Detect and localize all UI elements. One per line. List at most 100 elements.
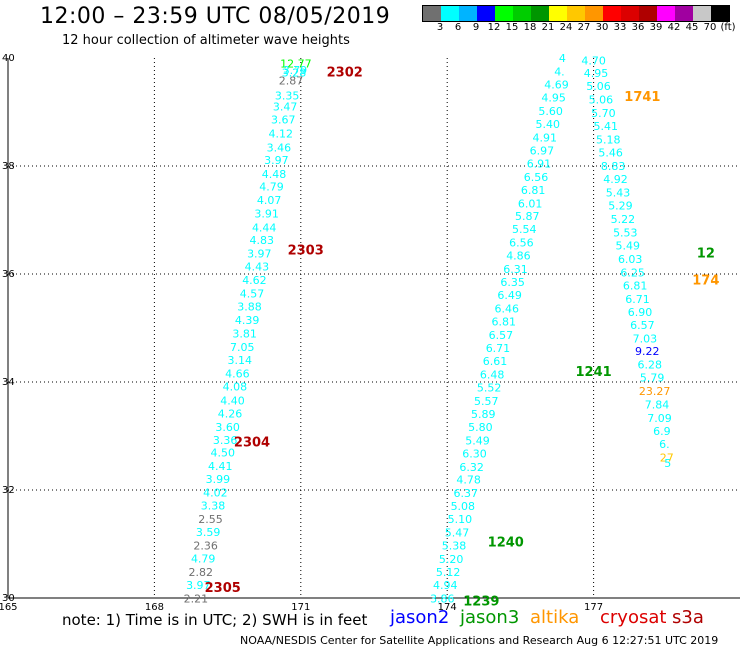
pass-time-label: 2305 [205, 581, 241, 596]
swh-value-point: 3.81 [232, 327, 257, 340]
legend-label: 18 [523, 22, 537, 33]
swh-value-point: 3.97 [264, 154, 289, 167]
swh-value-point: 3.14 [228, 354, 253, 367]
legend-swatch [585, 6, 603, 21]
mission-s3a: s3a [672, 607, 704, 628]
swh-value-point: 6.81 [623, 279, 648, 292]
swh-value-point: 4.26 [218, 407, 243, 420]
swh-value-point: 5.89 [471, 408, 496, 421]
y-tick-label: 30 [2, 593, 15, 604]
legend-label: 36 [631, 22, 645, 33]
mission-jason2: jason2 [390, 607, 450, 628]
swh-value-point: 5.49 [616, 239, 641, 252]
swh-value-point: 3.60 [215, 421, 240, 434]
y-tick-label: 34 [2, 377, 15, 388]
swh-value-point: 4.44 [252, 222, 277, 235]
swh-value-point: 6.37 [453, 487, 478, 500]
swh-value-point: 4.43 [245, 260, 270, 273]
legend-swatch [441, 6, 459, 21]
swh-value-point: 6.71 [625, 293, 650, 306]
swh-value-point: 5.12 [436, 566, 461, 579]
swh-value-point: 6.49 [497, 289, 522, 302]
swh-value-point: 5.06 [586, 80, 611, 93]
swh-value-point: 4. [554, 66, 565, 79]
swh-value-point: 5.70 [591, 107, 616, 120]
swh-value-point: 6.57 [630, 319, 655, 332]
swh-value-point: 3.97 [247, 247, 272, 260]
swh-value-point: 5.57 [474, 395, 499, 408]
legend-label: 42 [667, 22, 681, 33]
swh-value-point: 6.90 [628, 306, 653, 319]
swh-value-point: 8.83 [601, 160, 626, 173]
x-tick-label: 174 [438, 602, 457, 613]
swh-value-point: 5.40 [535, 118, 560, 131]
pass-time-label: 1741 [624, 90, 660, 105]
swh-value-point: 4.57 [240, 287, 265, 300]
swh-value-point: 5.06 [589, 94, 614, 107]
legend-label: 9 [472, 22, 480, 33]
legend-label: 15 [505, 22, 519, 33]
y-tick-label: 40 [2, 53, 15, 64]
swh-value-point: 6.71 [486, 342, 511, 355]
legend-label: 6 [454, 22, 462, 33]
pass-time-label: 1241 [576, 365, 612, 380]
x-tick-label: 177 [584, 602, 603, 613]
legend-swatch [621, 6, 639, 21]
footnote: note: 1) Time is in UTC; 2) SWH is in fe… [62, 611, 368, 629]
legend-label: 30 [595, 22, 609, 33]
swh-value-point: 4.79 [191, 553, 216, 566]
swh-value-point: 4.07 [257, 194, 282, 207]
swh-value-point: 3.91 [254, 208, 279, 221]
credits-footer: NOAA/NESDIS Center for Satellite Applica… [240, 634, 719, 647]
legend-swatch [603, 6, 621, 21]
swh-value-point: 5.60 [538, 105, 563, 118]
swh-value-point: 5.49 [465, 434, 490, 447]
pass-time-label: 174 [692, 273, 719, 288]
swh-value-point: 5.87 [515, 210, 540, 223]
swh-value-point: 7.03 [633, 332, 658, 345]
legend-swatch [711, 6, 729, 21]
swh-value-point: 2.82 [189, 566, 214, 579]
swh-value-point: 2.55 [198, 513, 223, 526]
swh-value-point: 5.43 [606, 186, 631, 199]
swh-value-point: 3.36 [213, 434, 238, 447]
swh-value-point: 3.88 [237, 300, 262, 313]
swh-value-point: 6.81 [492, 316, 517, 329]
swh-value-point: 5.54 [512, 223, 537, 236]
mission-altika: altika [530, 607, 580, 628]
legend-swatch [495, 6, 513, 21]
swh-value-point: 4.08 [223, 380, 248, 393]
swh-value-point: 6.46 [494, 303, 519, 316]
swh-value-point: 6.03 [618, 253, 643, 266]
swh-value-point: 5.46 [598, 147, 623, 160]
legend-label: 70 [703, 22, 717, 33]
y-tick-label: 38 [2, 161, 15, 172]
swh-value-point: 7.05 [230, 341, 255, 354]
y-tick-label: 36 [2, 269, 15, 280]
swh-value-point: 6.9 [653, 425, 671, 438]
swh-value-point: 4.91 [533, 131, 558, 144]
swh-value-point: 6.28 [637, 359, 662, 372]
swh-value-point: 6.31 [503, 263, 528, 276]
swh-value-point: 4.12 [269, 128, 294, 141]
x-tick-label: 165 [0, 602, 18, 613]
swh-value-point: 6.30 [462, 447, 487, 460]
swh-value-point: 4.40 [220, 394, 245, 407]
swh-value-point: 6.61 [483, 355, 508, 368]
swh-value-point: 5 [664, 457, 671, 470]
pass-time-label: 1240 [488, 535, 524, 550]
legend-label: 39 [649, 22, 663, 33]
swh-value-point: 6.01 [518, 197, 543, 210]
swh-value-point: 3.46 [267, 142, 292, 155]
mission-cryosat: cryosat [600, 607, 667, 628]
legend-label: 45 [685, 22, 699, 33]
swh-value-point: 6.81 [521, 184, 546, 197]
swh-value-point: 6.56 [509, 237, 534, 250]
legend-swatch [693, 6, 711, 21]
swh-value-point: 6. [659, 438, 670, 451]
swh-value-point: 5.41 [594, 120, 619, 133]
legend-swatch [459, 6, 477, 21]
legend-swatch [477, 6, 495, 21]
